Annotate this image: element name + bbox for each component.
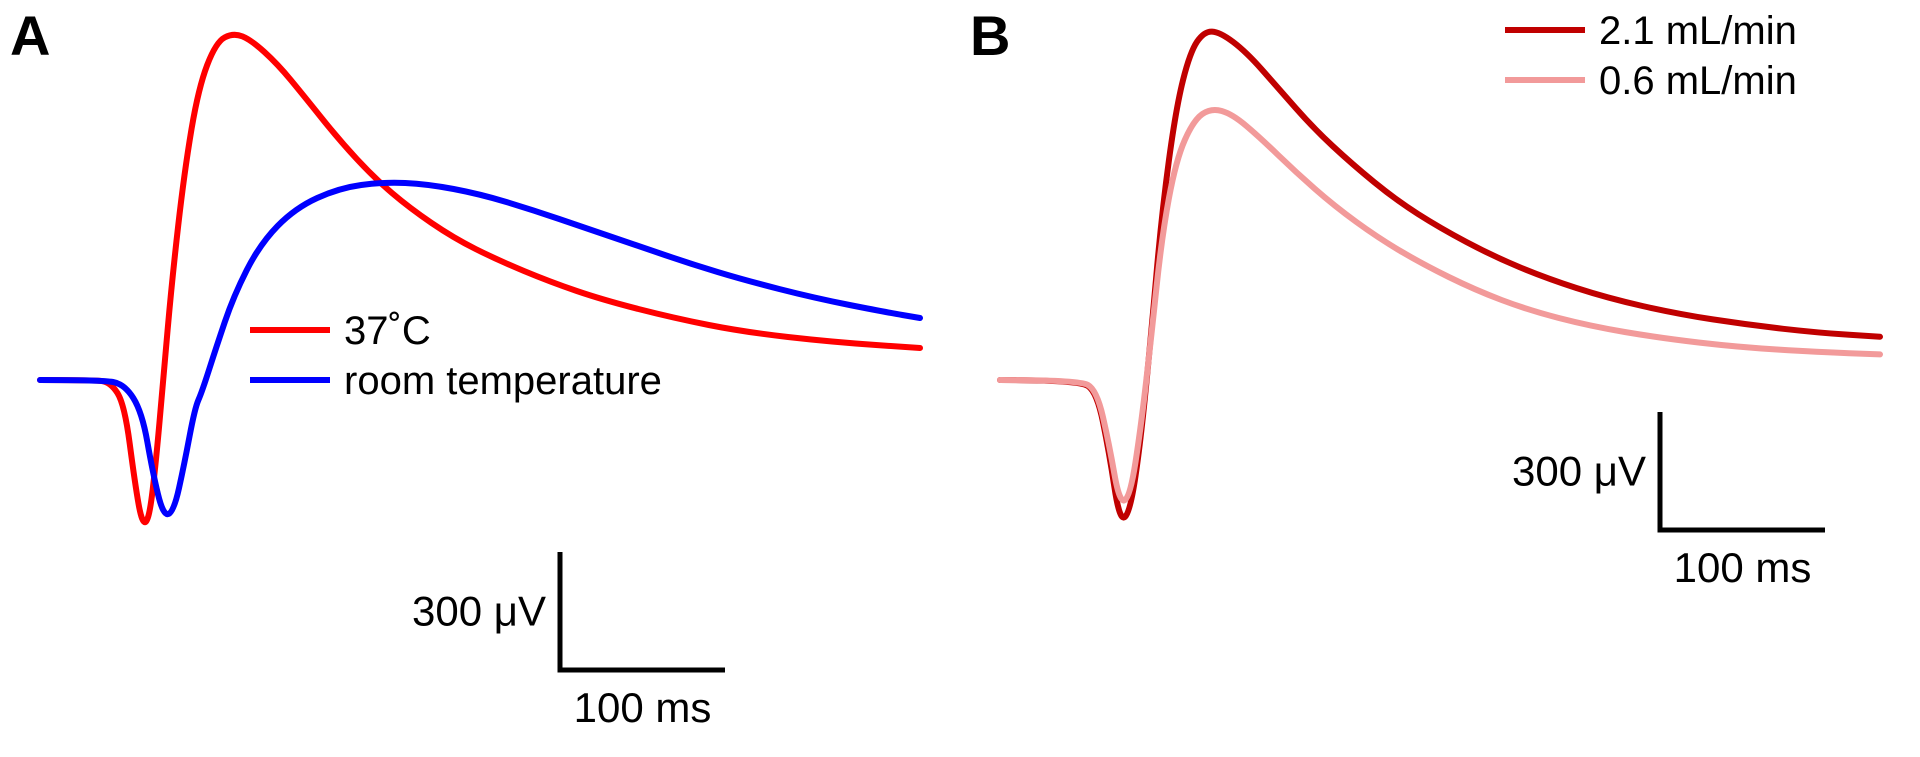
panel-a-svg: A 37˚C room temperature 300 μV 100 ms (0, 0, 960, 757)
legend-label: 2.1 mL/min (1599, 9, 1797, 53)
scale-bar (1660, 412, 1825, 530)
panel-label: A (10, 4, 50, 67)
legend-label: room temperature (344, 359, 662, 403)
panel-b: B 2.1 mL/min 0.6 mL/min 300 μV 100 ms (960, 0, 1920, 757)
figure-root: A 37˚C room temperature 300 μV 100 ms B 2.1 m… (0, 0, 1920, 757)
scale-bar-h-label: 100 ms (574, 684, 712, 731)
panel-b-svg: B 2.1 mL/min 0.6 mL/min 300 μV 100 ms (960, 0, 1920, 757)
legend-label: 37˚C (344, 309, 431, 353)
panel-a: A 37˚C room temperature 300 μV 100 ms (0, 0, 960, 757)
scale-bar-h-label: 100 ms (1674, 544, 1812, 591)
scale-bar (560, 552, 725, 670)
scale-bar-v-label: 300 μV (1512, 448, 1646, 495)
panel-label: B (970, 4, 1010, 67)
trace-flow-0p6 (1000, 110, 1880, 500)
legend-label: 0.6 mL/min (1599, 59, 1797, 103)
trace-room-temperature (40, 183, 920, 514)
trace-37degC (40, 35, 920, 522)
scale-bar-v-label: 300 μV (412, 588, 546, 635)
